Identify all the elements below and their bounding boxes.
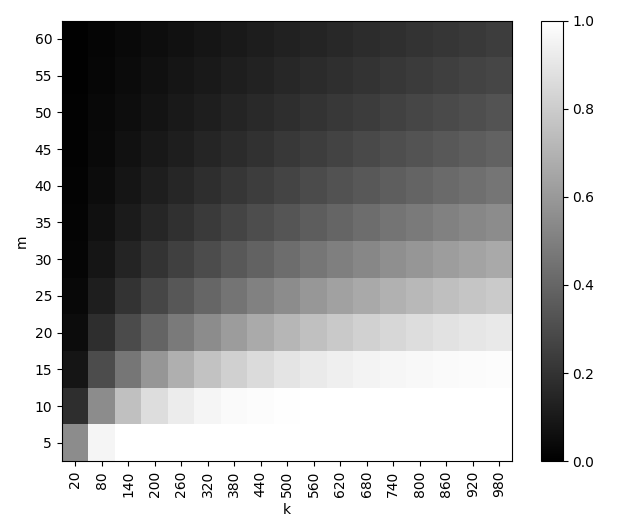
X-axis label: k: k	[283, 503, 291, 517]
Y-axis label: m: m	[15, 234, 29, 247]
